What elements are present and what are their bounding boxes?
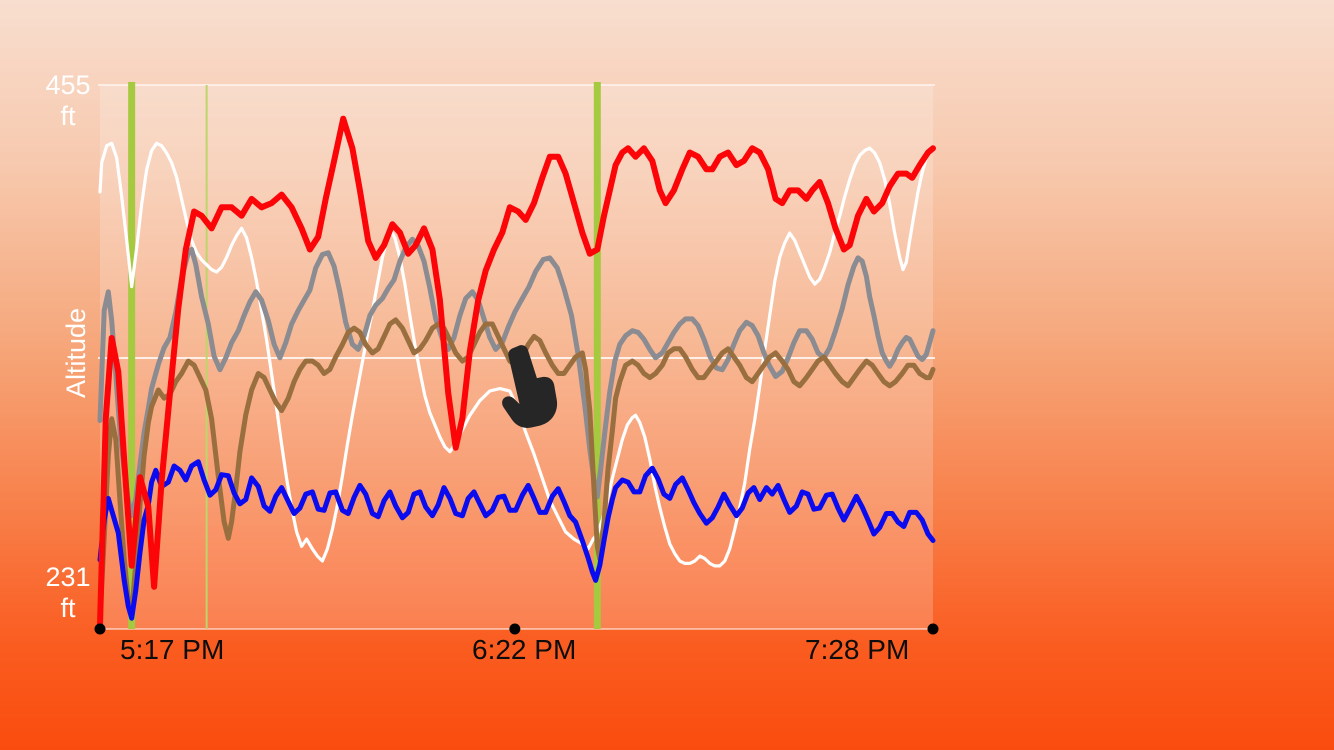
x-tick-label-start: 5:17 PM bbox=[120, 634, 225, 665]
series-pulse-line bbox=[97, 115, 936, 628]
x-tick-dot[interactable] bbox=[94, 623, 106, 635]
y-axis-max-unit: ft bbox=[60, 101, 76, 131]
series-power-line bbox=[97, 459, 936, 621]
x-tick-dot[interactable] bbox=[509, 623, 521, 635]
y-axis-max-label: 455 ft bbox=[36, 70, 100, 132]
y-axis-min-unit: ft bbox=[60, 593, 76, 623]
y-axis-title: Altitude bbox=[61, 307, 91, 399]
y-axis-max-value: 455 bbox=[45, 70, 91, 100]
y-axis-min-value: 231 bbox=[45, 562, 91, 592]
x-tick-label-middle: 6:22 PM bbox=[472, 634, 577, 665]
x-tick-dot[interactable] bbox=[927, 623, 939, 635]
series-altitude-line bbox=[98, 141, 935, 568]
x-tick-label-end: 7:28 PM bbox=[805, 634, 910, 665]
pointer-hand-cursor bbox=[502, 345, 558, 428]
y-axis-min-label: 231 ft bbox=[36, 562, 100, 624]
